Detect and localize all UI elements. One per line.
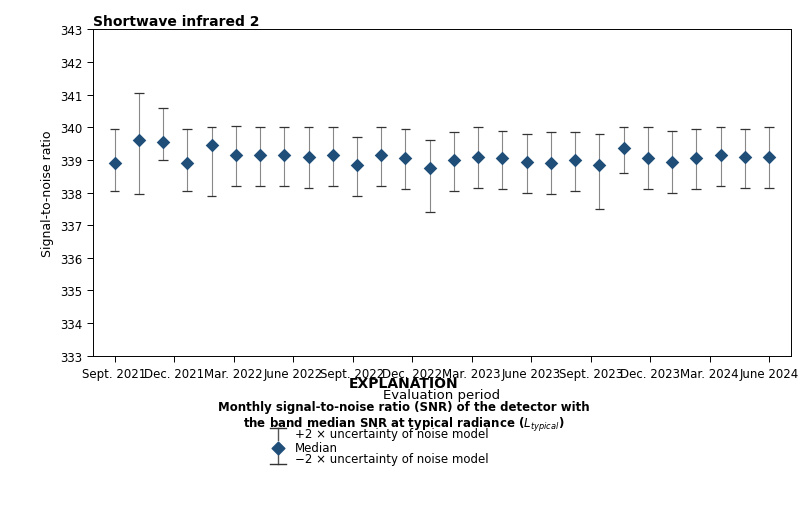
- Y-axis label: Signal-to-noise ratio: Signal-to-noise ratio: [41, 130, 54, 257]
- Point: [326, 152, 339, 160]
- Point: [157, 139, 169, 147]
- Point: [181, 160, 194, 168]
- Text: −2 × uncertainty of noise model: −2 × uncertainty of noise model: [295, 452, 488, 465]
- Point: [763, 154, 776, 162]
- X-axis label: Evaluation period: Evaluation period: [383, 388, 500, 401]
- Point: [521, 158, 533, 166]
- Text: the band median SNR at typical radiance ($\mathbf{\mathit{L}}_{\mathbf{\mathit{t: the band median SNR at typical radiance …: [243, 415, 564, 433]
- Point: [617, 145, 630, 153]
- Point: [448, 157, 461, 165]
- Point: [472, 154, 485, 162]
- Text: Shortwave infrared 2: Shortwave infrared 2: [93, 15, 259, 29]
- Point: [302, 154, 315, 162]
- Point: [399, 155, 412, 163]
- Point: [714, 152, 727, 160]
- Point: [272, 444, 285, 452]
- Point: [690, 155, 703, 163]
- Point: [253, 152, 266, 160]
- Text: Monthly signal-to-noise ratio (SNR) of the detector with: Monthly signal-to-noise ratio (SNR) of t…: [218, 400, 589, 413]
- Point: [205, 142, 218, 150]
- Point: [642, 155, 654, 163]
- Point: [278, 152, 291, 160]
- Point: [666, 158, 679, 166]
- Point: [350, 162, 363, 170]
- Point: [593, 162, 606, 170]
- Point: [229, 152, 242, 160]
- Point: [132, 137, 145, 145]
- Point: [374, 152, 387, 160]
- Point: [569, 157, 582, 165]
- Point: [423, 165, 436, 173]
- Text: +2 × uncertainty of noise model: +2 × uncertainty of noise model: [295, 427, 488, 440]
- Point: [108, 160, 121, 168]
- Text: Median: Median: [295, 441, 337, 454]
- Text: EXPLANATION: EXPLANATION: [349, 376, 458, 390]
- Point: [545, 160, 558, 168]
- Point: [738, 154, 751, 162]
- Point: [496, 155, 509, 163]
